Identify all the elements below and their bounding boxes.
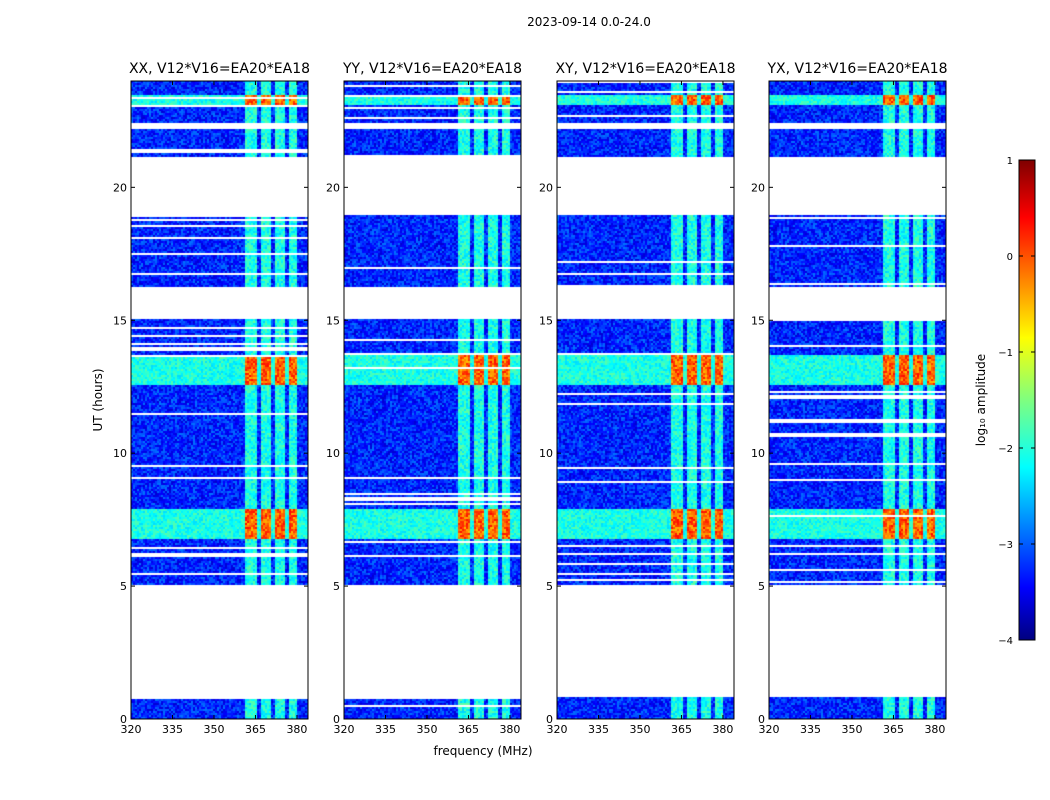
x-tick-label: 365 bbox=[671, 723, 692, 736]
x-tick-label: 335 bbox=[800, 723, 821, 736]
panel-title: XY, V12*V16=EA20*EA18 bbox=[555, 61, 735, 77]
x-tick-label: 350 bbox=[629, 723, 650, 736]
y-tick-label: 15 bbox=[113, 314, 127, 327]
figure-title: 2023-09-14 0.0-24.0 bbox=[527, 15, 651, 29]
y-tick-label: 10 bbox=[113, 447, 127, 460]
x-tick-label: 350 bbox=[841, 723, 862, 736]
x-tick-label: 320 bbox=[334, 723, 355, 736]
y-tick-label: 20 bbox=[113, 181, 127, 194]
colorbar-gradient bbox=[1018, 159, 1036, 641]
panel-title: YX, V12*V16=EA20*EA18 bbox=[766, 61, 947, 77]
colorbar-tick-label: 1 bbox=[1007, 156, 1013, 167]
y-tick-label: 20 bbox=[539, 181, 553, 194]
x-tick-label: 320 bbox=[759, 723, 780, 736]
panel-2: YY, V12*V16=EA20*EA18 320 335 350 365 380 0 5 10… bbox=[326, 61, 522, 736]
x-tick-label: 380 bbox=[712, 723, 733, 736]
panel-title: XX, V12*V16=EA20*EA18 bbox=[129, 61, 310, 77]
y-tick-label: 10 bbox=[751, 447, 765, 460]
panel-title: YY, V12*V16=EA20*EA18 bbox=[342, 61, 522, 77]
x-tick-label: 350 bbox=[416, 723, 437, 736]
x-tick-label: 380 bbox=[286, 723, 307, 736]
panel-4: YX, V12*V16=EA20*EA18 320 335 350 365 380 0 5 10… bbox=[751, 61, 948, 736]
y-tick-label: 0 bbox=[546, 713, 553, 726]
colorbar: 1 0 −1 −2 −3 −4 log₁₀ amplitude bbox=[974, 156, 1036, 647]
y-tick-label: 10 bbox=[539, 447, 553, 460]
colorbar-label: log₁₀ amplitude bbox=[974, 354, 988, 446]
colorbar-tick-label: −3 bbox=[998, 540, 1013, 551]
y-tick-label: 5 bbox=[758, 580, 765, 593]
y-tick-label: 5 bbox=[120, 580, 127, 593]
y-tick-label: 5 bbox=[546, 580, 553, 593]
x-tick-label: 335 bbox=[375, 723, 396, 736]
x-tick-label: 380 bbox=[499, 723, 520, 736]
panel-frame bbox=[130, 80, 309, 720]
y-tick-label: 0 bbox=[120, 713, 127, 726]
y-tick-label: 0 bbox=[333, 713, 340, 726]
colorbar-tick-label: −2 bbox=[998, 444, 1013, 455]
spectrogram-image bbox=[131, 81, 308, 719]
colorbar-tick-label: −4 bbox=[998, 636, 1013, 647]
panel-frame bbox=[556, 80, 735, 720]
y-tick-label: 20 bbox=[326, 181, 340, 194]
panel-frame bbox=[768, 80, 947, 720]
y-tick-label: 0 bbox=[758, 713, 765, 726]
y-tick-label: 15 bbox=[539, 314, 553, 327]
spectrogram-image bbox=[344, 81, 521, 719]
colorbar-ticks: 1 0 −1 −2 −3 −4 bbox=[998, 156, 1035, 647]
x-tick-label: 335 bbox=[162, 723, 183, 736]
y-tick-label: 15 bbox=[751, 314, 765, 327]
colorbar-tick-label: 0 bbox=[1007, 252, 1013, 263]
x-tick-label: 365 bbox=[883, 723, 904, 736]
y-tick-label: 15 bbox=[326, 314, 340, 327]
y-tick-label: 5 bbox=[333, 580, 340, 593]
x-tick-label: 350 bbox=[203, 723, 224, 736]
panel-3: XY, V12*V16=EA20*EA18 320 335 350 365 380 0 5 10… bbox=[539, 61, 736, 736]
x-tick-label: 365 bbox=[458, 723, 479, 736]
y-tick-label: 20 bbox=[751, 181, 765, 194]
x-tick-label: 380 bbox=[924, 723, 945, 736]
x-tick-label: 335 bbox=[588, 723, 609, 736]
x-tick-label: 365 bbox=[245, 723, 266, 736]
spectrogram-image bbox=[557, 81, 734, 719]
y-axis-label: UT (hours) bbox=[91, 368, 105, 431]
colorbar-tick-label: −1 bbox=[998, 348, 1013, 359]
panel-1: XX, V12*V16=EA20*EA18 320 335 350 365 380 0 5 10… bbox=[113, 61, 310, 736]
spectrogram-image bbox=[769, 81, 946, 719]
x-axis-label: frequency (MHz) bbox=[433, 744, 532, 758]
panel-frame bbox=[343, 80, 522, 720]
x-tick-label: 320 bbox=[121, 723, 142, 736]
panels: XX, V12*V16=EA20*EA18 320 335 350 365 380 0 5 10… bbox=[113, 61, 948, 736]
x-tick-label: 320 bbox=[547, 723, 568, 736]
y-tick-label: 10 bbox=[326, 447, 340, 460]
